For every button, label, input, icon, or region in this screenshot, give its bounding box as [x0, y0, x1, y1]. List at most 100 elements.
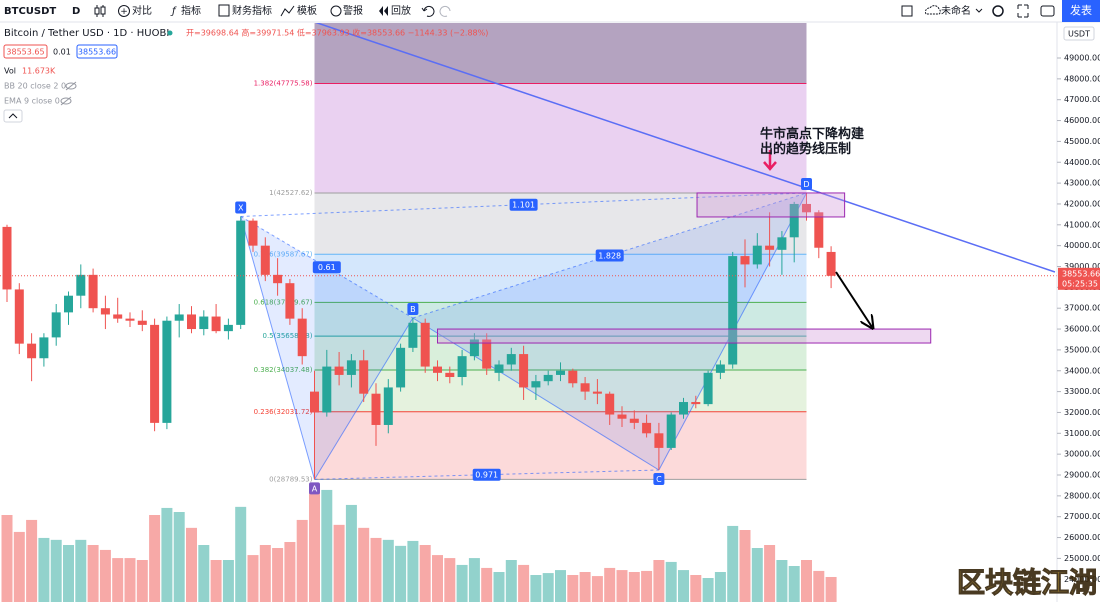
volume-bar	[616, 570, 628, 602]
replay-icon[interactable]	[379, 6, 388, 16]
candle-body	[199, 316, 209, 330]
currency: USDT	[1068, 30, 1090, 39]
candle-body	[236, 220, 246, 325]
candle-body	[408, 322, 418, 348]
volume-bar	[468, 558, 480, 602]
dropdown-icon[interactable]	[975, 8, 983, 13]
ask-box[interactable]	[76, 44, 118, 59]
legend-title: Bitcoin / Tether USD · 1D · HUOBI	[4, 28, 169, 39]
candle-body	[679, 402, 688, 415]
volume-bar	[407, 540, 419, 602]
candle-body	[359, 360, 369, 394]
currency-box	[1063, 26, 1095, 41]
publish-button[interactable]	[1062, 0, 1100, 22]
candle-body	[494, 364, 504, 373]
volume-bar	[345, 504, 357, 602]
bid-box[interactable]	[3, 44, 48, 59]
volume-bar	[825, 576, 837, 602]
settings-icon[interactable]	[992, 5, 1004, 17]
volume-bar	[247, 555, 259, 602]
ema-indicator: EMA 9 close 0	[4, 97, 60, 106]
y-tick-label: 27000.00	[1064, 512, 1100, 521]
candle-body	[433, 366, 442, 373]
volume-bar	[26, 519, 38, 602]
layout-name[interactable]: 未命名	[941, 4, 971, 17]
candle-body	[691, 402, 701, 405]
volume-bar	[235, 506, 247, 602]
candle-icon[interactable]	[94, 5, 106, 17]
toolbar-item[interactable]: 指标	[181, 4, 201, 17]
volume-bar	[13, 531, 25, 602]
candle-body	[273, 274, 283, 284]
volume-bar	[493, 572, 505, 602]
pattern-point-label: D	[803, 180, 809, 189]
candle-body	[14, 289, 24, 344]
indicator-icon[interactable]: ƒ	[170, 6, 177, 17]
annotation-line: 牛市高点下降构建	[760, 126, 864, 142]
candle-body	[137, 320, 147, 325]
redo-icon[interactable]	[439, 5, 451, 17]
y-tick-label: 29000.00	[1064, 471, 1100, 480]
financials-icon[interactable]	[218, 4, 230, 17]
symbol[interactable]: BTCUSDT	[4, 6, 56, 17]
fullscreen-icon[interactable]	[1017, 4, 1029, 18]
publish-label[interactable]: 发表	[1070, 3, 1092, 17]
fib-label: 0.382(34037.48)	[254, 366, 313, 374]
candle-body	[223, 324, 233, 332]
volume-bar	[309, 488, 320, 602]
candle-body	[346, 360, 356, 375]
collapse-icon[interactable]	[8, 113, 18, 119]
volume-bar	[112, 558, 124, 602]
pattern-triangle	[412, 192, 807, 470]
candle-body	[64, 295, 73, 313]
toolbar-item[interactable]: 财务指标	[232, 4, 272, 17]
bid[interactable]: 38553.65	[6, 48, 44, 57]
compare-plus: +	[120, 7, 128, 17]
y-tick-label: 37000.00	[1064, 304, 1100, 313]
ratio-label: 0.61	[318, 263, 336, 272]
volume-bar	[87, 545, 99, 602]
candle-body	[27, 343, 37, 359]
y-tick-label: 33000.00	[1064, 387, 1100, 396]
spread: 0.01	[53, 48, 71, 57]
hidden-icon[interactable]	[65, 81, 77, 91]
black-arrow	[835, 271, 872, 327]
compare-icon[interactable]	[118, 5, 130, 17]
volume-bar	[173, 512, 185, 602]
toolbar-item[interactable]: 警报	[343, 4, 363, 17]
alert-icon[interactable]	[330, 5, 342, 17]
pattern-point-box	[801, 177, 812, 190]
hidden-icon[interactable]	[60, 96, 72, 106]
ratio-label: 1.101	[512, 201, 535, 210]
candle-body	[211, 316, 221, 332]
candle-body	[113, 314, 123, 319]
camera-icon[interactable]	[1040, 5, 1055, 17]
y-tick-label: 41000.00	[1064, 220, 1100, 229]
fib-zone	[314, 411, 807, 480]
candle-body	[174, 314, 184, 321]
cloud-icon[interactable]	[924, 5, 941, 15]
volume-bar	[456, 564, 468, 602]
toolbar-item[interactable]: 回放	[391, 4, 411, 17]
fib-label: 0.618(37279.67)	[254, 298, 313, 306]
toolbar-item[interactable]: 对比	[132, 4, 152, 17]
plot-area: 1.382(47775.58) 1(42527.62) 0.786(39587.67…	[0, 23, 1057, 602]
undo-icon[interactable]	[421, 5, 435, 17]
candle-body	[777, 237, 787, 250]
collapse-button[interactable]	[3, 109, 23, 123]
candle-body	[310, 391, 319, 413]
toolbar-item[interactable]: 模板	[297, 4, 317, 17]
candle-body	[445, 372, 455, 378]
candle-body	[556, 370, 565, 375]
volume-bar	[542, 573, 554, 602]
toolbar-bg	[0, 0, 1100, 22]
interval[interactable]: D	[72, 6, 80, 17]
ask[interactable]: 38553.66	[78, 48, 116, 57]
volume-bar	[702, 578, 714, 602]
candle-body	[285, 283, 295, 319]
volume-bar	[678, 570, 689, 602]
candle-body	[814, 212, 824, 248]
template-icon[interactable]	[280, 5, 295, 17]
candle-body	[531, 381, 541, 388]
layout-icon[interactable]	[901, 5, 913, 17]
